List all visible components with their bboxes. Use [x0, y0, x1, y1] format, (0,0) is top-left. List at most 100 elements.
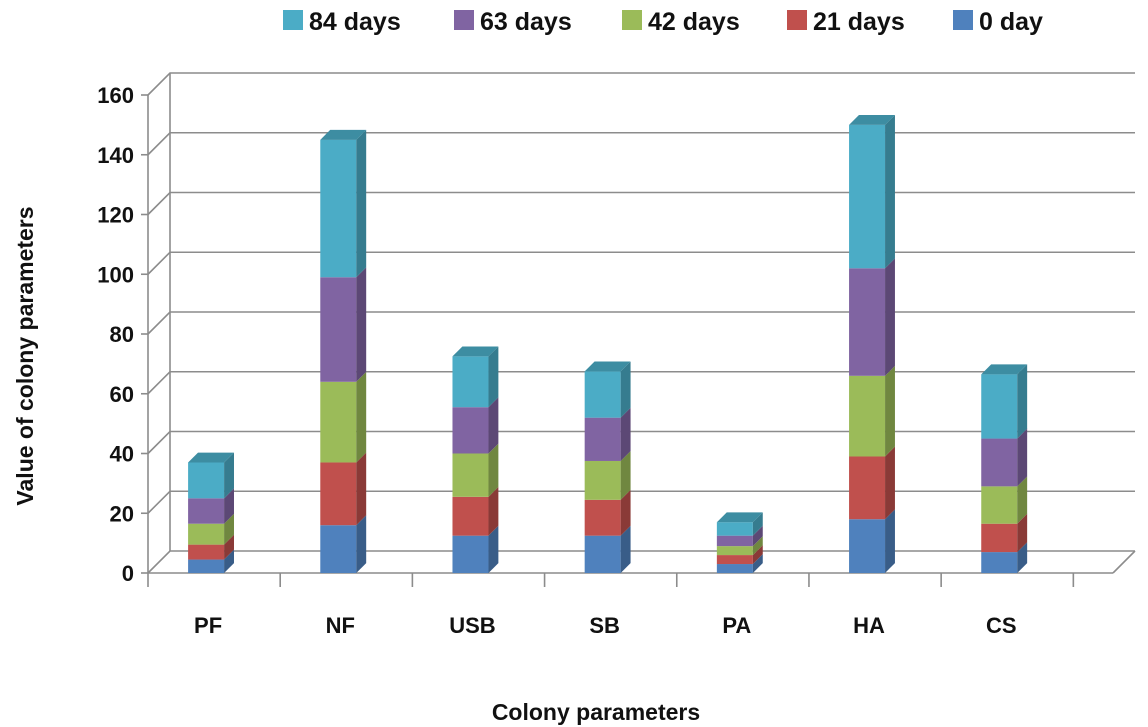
bar-segment	[981, 552, 1018, 573]
x-tick-label: HA	[853, 613, 885, 638]
bar-segment-side	[1017, 542, 1028, 573]
bar-segment-side	[488, 525, 499, 573]
gridline	[147, 191, 1135, 216]
y-tick-label: 20	[110, 501, 134, 526]
bar-segment	[716, 546, 753, 556]
bar-segment-side	[885, 509, 895, 573]
bars	[188, 114, 1028, 573]
bar-segment-side	[620, 451, 631, 500]
bar-segment	[452, 453, 489, 497]
bar-segment-side	[752, 536, 763, 556]
bar-segment-side	[224, 513, 234, 545]
bar-segment	[584, 535, 621, 573]
bar-segment	[981, 374, 1018, 439]
bar-segment-side	[356, 267, 367, 382]
bar-segment	[716, 555, 753, 565]
bar-segment	[849, 268, 886, 376]
legend-label: 0 day	[979, 8, 1043, 36]
legend-swatch	[622, 10, 642, 30]
bar-stack-cs	[981, 364, 1028, 573]
bar-segment-side	[224, 549, 234, 573]
y-axis-title: Value of colony parameters	[12, 206, 38, 505]
bar-segment-side	[620, 489, 631, 536]
bar-segment	[981, 438, 1018, 487]
legend-label: 63 days	[480, 8, 572, 36]
floor-edge	[1112, 550, 1136, 574]
bar-segment-side	[620, 407, 631, 461]
y-tick-label: 80	[110, 322, 134, 347]
bar-segment	[452, 535, 489, 573]
bar-segment	[320, 525, 357, 573]
bar-segment-side	[1017, 428, 1028, 487]
bar-segment-side	[356, 371, 367, 463]
bar-segment-side	[356, 129, 367, 278]
bar-segment	[188, 523, 225, 545]
x-axis-title: Colony parameters	[492, 699, 700, 725]
bar-segment	[584, 371, 621, 418]
bar-segment	[716, 522, 753, 536]
bar-segment	[849, 456, 886, 520]
bar-segment	[849, 519, 886, 573]
bar-top	[716, 512, 763, 523]
bar-segment	[452, 356, 489, 408]
y-tick-label: 160	[97, 83, 134, 108]
bar-segment-side	[224, 488, 234, 524]
x-tick-label: PA	[722, 613, 751, 638]
legend-item: 21 days	[787, 8, 905, 36]
legend-item: 42 days	[622, 8, 740, 36]
bar-segment	[716, 535, 753, 547]
bar-segment	[981, 523, 1018, 553]
bar-segment-side	[1017, 364, 1028, 439]
bar-stack-ha	[849, 114, 895, 573]
y-tick-label: 140	[97, 143, 134, 168]
bar-segment	[452, 407, 489, 454]
bar-segment	[188, 544, 225, 560]
legend-item: 84 days	[283, 8, 401, 36]
bar-segment	[584, 460, 621, 500]
y-tick-label: 100	[97, 262, 134, 287]
bar-segment	[584, 499, 621, 536]
x-tick-label: CS	[986, 613, 1017, 638]
bar-stack-nf	[320, 129, 367, 573]
legend-swatch	[787, 10, 807, 30]
bar-segment-side	[488, 443, 499, 497]
bar-segment-side	[885, 446, 895, 520]
x-tick-label: USB	[449, 613, 495, 638]
bar-segment-side	[752, 525, 763, 547]
bar-segment	[320, 381, 357, 463]
bar-segment-side	[885, 365, 895, 457]
legend-label: 21 days	[813, 8, 905, 36]
y-tick-label: 60	[110, 382, 134, 407]
bar-segment-side	[356, 515, 367, 573]
bar-segment-side	[488, 486, 499, 536]
bar-segment-side	[356, 452, 367, 526]
x-tick-label: NF	[326, 613, 355, 638]
y-tick-label: 120	[97, 203, 134, 228]
bar-top	[849, 114, 895, 125]
bar-segment-side	[620, 361, 631, 418]
bar-stack-usb	[452, 346, 499, 573]
gridline	[147, 311, 1135, 335]
legend-swatch	[953, 10, 973, 30]
bar-segment	[188, 462, 225, 499]
bar-segment-side	[752, 512, 763, 536]
bar-segment	[320, 462, 357, 526]
bar-top	[981, 364, 1028, 375]
x-tick-label: PF	[194, 613, 222, 638]
bar-segment-side	[224, 452, 234, 499]
axes	[141, 73, 1136, 587]
gridline	[147, 131, 1135, 156]
legend-item: 0 day	[953, 8, 1043, 36]
legend-label: 84 days	[309, 8, 401, 36]
bar-segment	[584, 417, 621, 461]
bar-segment-side	[1017, 513, 1028, 553]
bar-segment-side	[1017, 476, 1028, 524]
bar-segment	[716, 564, 753, 573]
legend-item: 63 days	[454, 8, 572, 36]
bar-segment	[320, 139, 357, 278]
x-tick-label: SB	[589, 613, 620, 638]
bar-top	[452, 346, 499, 357]
bar-segment-side	[488, 346, 499, 408]
bar-top	[584, 361, 631, 372]
